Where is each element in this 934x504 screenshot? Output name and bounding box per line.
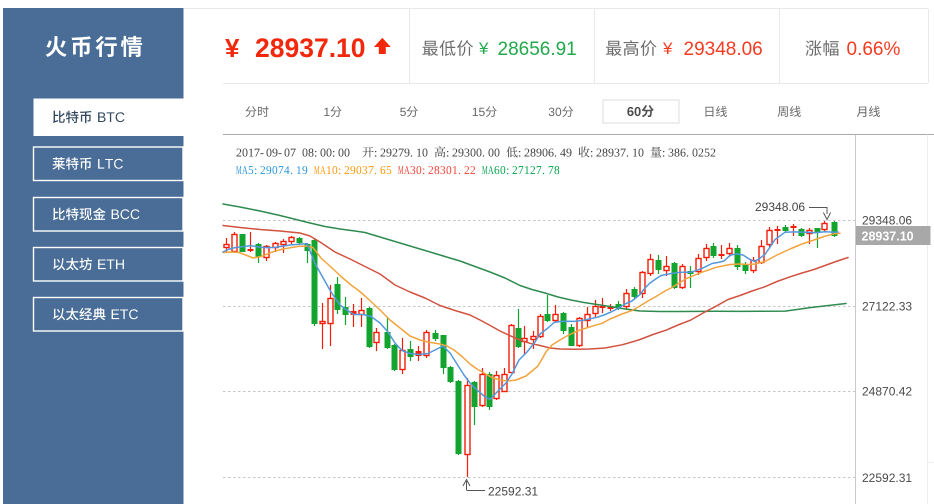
svg-text:28656.91: 28656.91	[498, 39, 577, 60]
svg-text:27122.33: 27122.33	[862, 300, 912, 314]
svg-text:22592.31: 22592.31	[488, 485, 538, 499]
svg-text:29348.06: 29348.06	[755, 200, 805, 214]
svg-text:22592.31: 22592.31	[862, 471, 912, 485]
svg-text:24870.42: 24870.42	[862, 385, 912, 399]
svg-text:29348.06: 29348.06	[684, 39, 763, 60]
svg-text:¥: ¥	[662, 39, 673, 58]
svg-text:¥: ¥	[225, 33, 240, 63]
svg-text:¥: ¥	[478, 39, 489, 58]
svg-text:0.66%: 0.66%	[847, 39, 901, 60]
svg-text:29348.06: 29348.06	[862, 213, 912, 227]
svg-text:28937.10: 28937.10	[255, 33, 366, 63]
svg-text:28937.10: 28937.10	[862, 230, 914, 244]
